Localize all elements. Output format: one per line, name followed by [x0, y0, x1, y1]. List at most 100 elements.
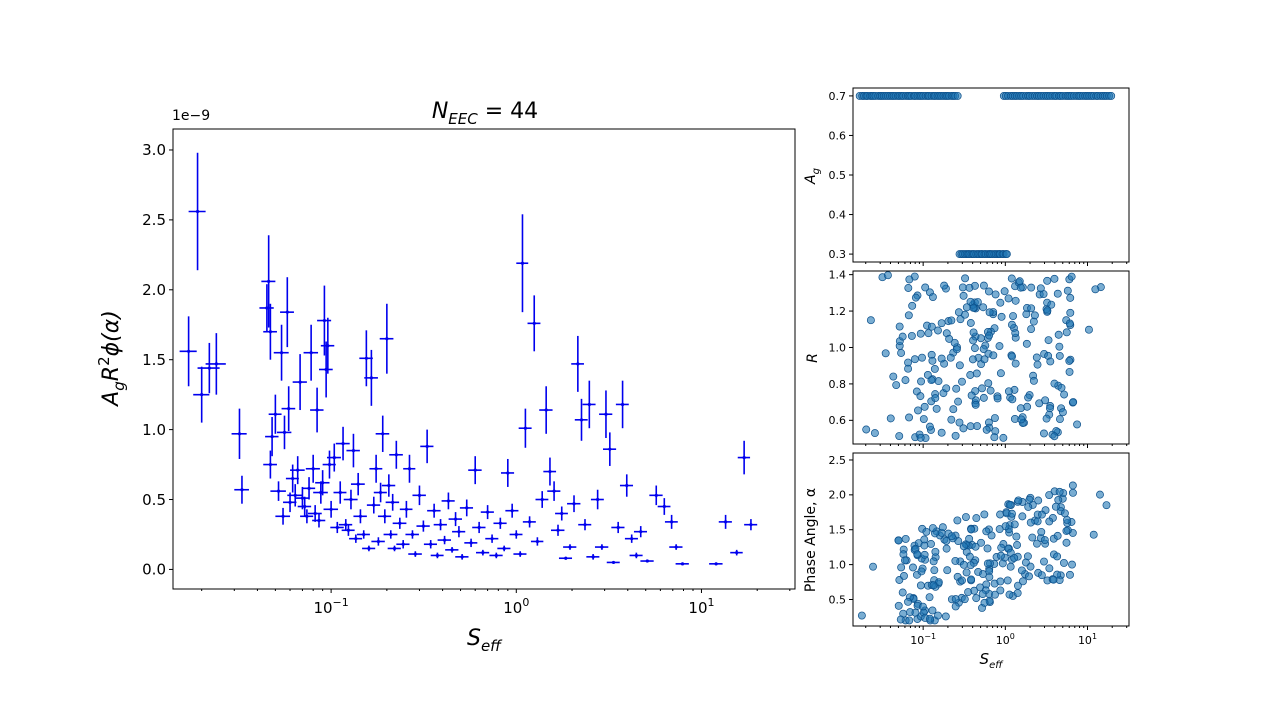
ag-y-tick-label: 0.4 — [829, 208, 847, 221]
phase-angle-data-point — [972, 514, 981, 523]
main-data-point — [205, 333, 226, 395]
phase-angle-data-point — [995, 525, 1004, 534]
r-data-point — [1041, 396, 1050, 405]
r-data-point — [949, 405, 958, 414]
r-data-point — [1033, 360, 1042, 369]
point-marker — [391, 500, 395, 504]
point-marker — [417, 493, 422, 497]
point-marker — [560, 511, 564, 516]
phase-angle-data-point — [965, 552, 974, 561]
r-data-point — [1053, 289, 1062, 298]
r-data-point — [1011, 296, 1020, 305]
point-marker — [296, 468, 300, 472]
point-marker — [374, 467, 378, 471]
r-data-point — [916, 392, 925, 401]
r-data-point — [1029, 376, 1038, 385]
main-x-tick-label: 10−1 — [313, 596, 348, 617]
main-data-point — [366, 496, 381, 514]
phase-angle-data-point — [941, 612, 950, 621]
point-marker — [327, 462, 332, 467]
main-data-point — [624, 534, 638, 543]
phase-angle-data-point — [1024, 502, 1033, 511]
phase-angle-data-point — [857, 611, 866, 620]
main-data-point — [493, 517, 507, 529]
phase-angle-data-point — [1033, 539, 1041, 548]
main-data-point — [231, 408, 247, 459]
r-data-point — [905, 413, 913, 422]
r-data-point — [910, 355, 919, 364]
point-marker — [362, 532, 366, 537]
main-data-point — [261, 235, 276, 328]
phase-angle-data-point — [997, 551, 1005, 560]
main-data-point — [357, 530, 370, 539]
phase-angle-plot-frame — [852, 452, 1130, 627]
phase-angle-data-point — [929, 557, 938, 566]
point-marker — [195, 209, 200, 214]
point-marker — [394, 453, 398, 457]
main-data-point — [359, 330, 373, 387]
r-data-point — [901, 376, 910, 385]
r-data-point — [989, 351, 998, 360]
point-marker — [404, 507, 408, 511]
point-marker — [579, 418, 584, 422]
r-data-point — [1050, 274, 1059, 283]
phase-angle-data-point — [951, 602, 960, 611]
phase-angle-data-point — [1096, 490, 1104, 499]
main-data-point — [516, 214, 529, 313]
phase-angle-data-point — [959, 542, 968, 551]
r-plot-frame — [852, 270, 1130, 445]
main-data-point — [555, 506, 568, 521]
main-data-point — [338, 519, 353, 531]
main-data-point — [423, 540, 437, 549]
phase-angle-data-points — [857, 481, 1111, 625]
r-data-point — [999, 433, 1008, 442]
r-data-point — [1046, 357, 1055, 366]
main-data-point — [594, 544, 609, 550]
point-marker — [608, 447, 612, 451]
point-marker — [662, 504, 666, 509]
r-data-point — [959, 424, 968, 433]
point-marker — [268, 330, 272, 334]
main-data-points — [179, 152, 758, 566]
r-data-point — [1042, 414, 1051, 423]
r-data-point — [962, 303, 971, 312]
main-data-point — [292, 354, 307, 411]
r-data-point — [985, 308, 994, 317]
point-marker — [576, 362, 580, 366]
phase-angle-y-axis-label: Phase Angle, α — [803, 488, 819, 592]
r-data-point — [966, 371, 975, 379]
point-marker — [523, 426, 528, 430]
r-data-point — [958, 283, 967, 292]
ag-y-tick-label: 0.7 — [829, 90, 847, 103]
main-data-point — [718, 514, 732, 529]
r-data-point — [1008, 320, 1016, 329]
r-data-point — [955, 418, 964, 427]
point-marker — [625, 483, 629, 488]
phase-angle-data-point — [1062, 526, 1071, 535]
phase-angle-data-point — [977, 538, 985, 547]
phase-angle-data-point — [925, 614, 934, 623]
phase-angle-data-point — [1045, 491, 1054, 499]
point-marker — [548, 469, 552, 474]
phase-angle-data-point — [960, 595, 969, 604]
r-data-point — [966, 297, 975, 306]
r-data-point — [905, 275, 914, 284]
main-data-point — [452, 526, 466, 538]
r-data-point — [978, 384, 986, 393]
r-data-point — [1058, 408, 1067, 417]
point-marker — [329, 507, 333, 511]
r-data-point — [1050, 432, 1059, 441]
point-marker — [392, 546, 397, 551]
r-data-point — [985, 331, 994, 340]
point-marker — [639, 530, 643, 534]
main-data-point — [744, 519, 758, 531]
phase-angle-data-point — [1034, 496, 1043, 505]
point-marker — [510, 509, 514, 513]
r-data-point — [1008, 352, 1016, 361]
phase-angle-x-tick-label: 100 — [996, 632, 1015, 647]
phase-angle-data-point — [1037, 571, 1046, 580]
phase-angle-data-point — [959, 560, 968, 569]
point-marker — [634, 553, 638, 558]
r-data-point — [1030, 311, 1039, 320]
point-marker — [735, 551, 739, 555]
